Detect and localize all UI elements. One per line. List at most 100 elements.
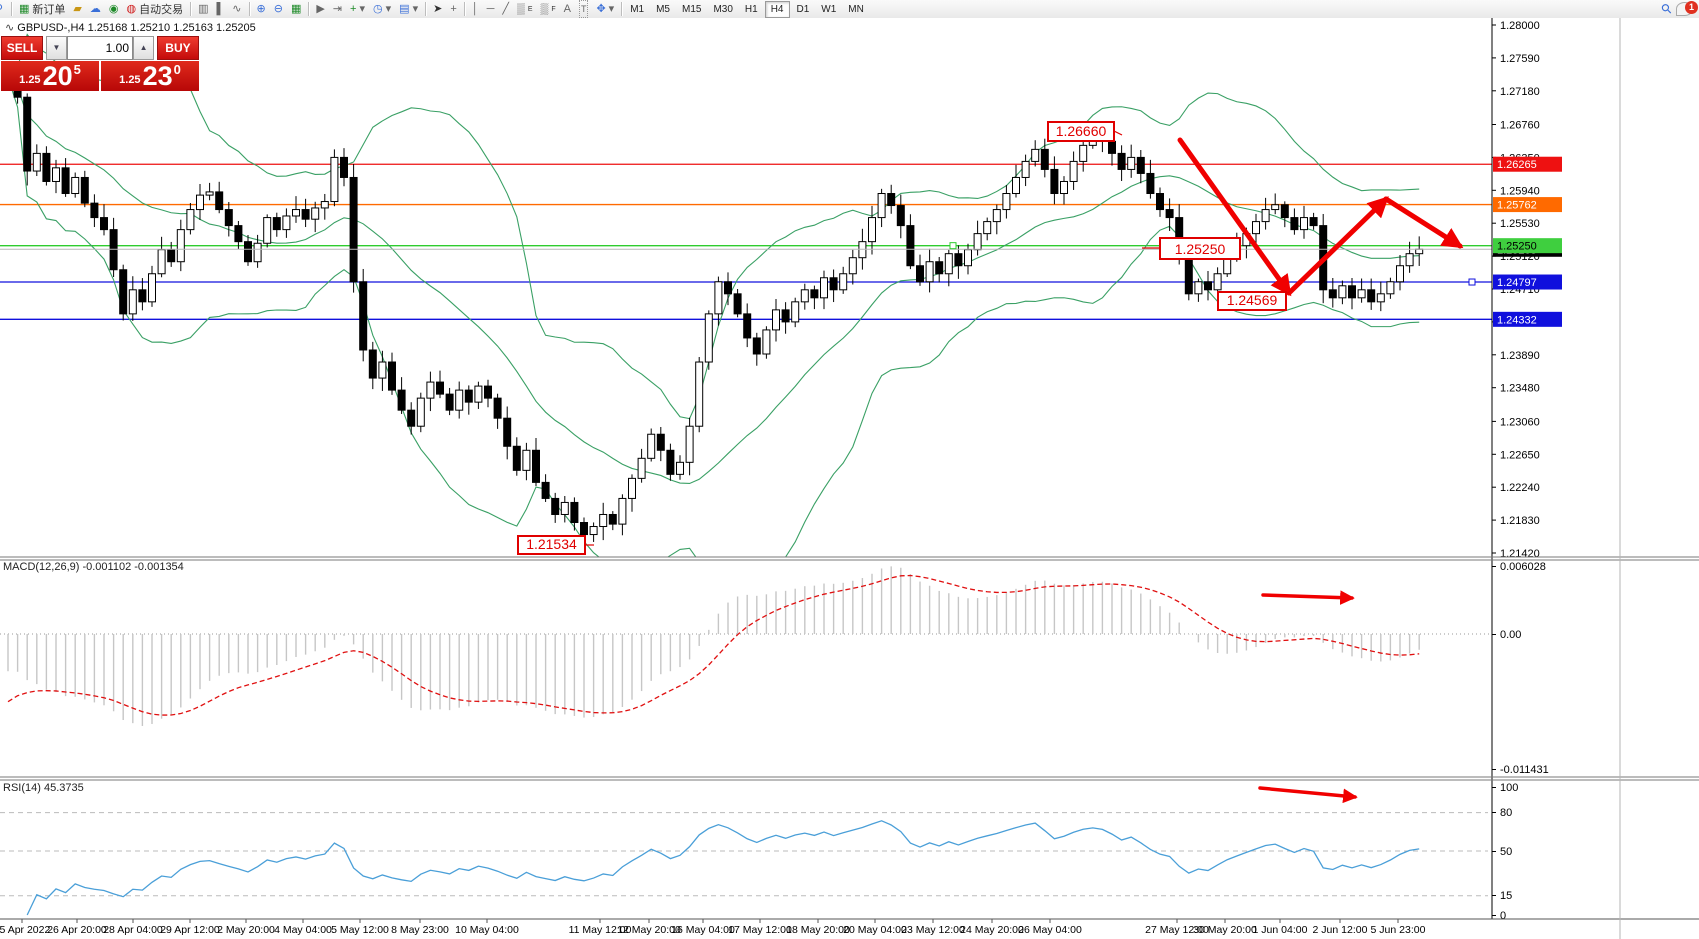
rsi-axis-label: 50 [1500,846,1512,858]
crosshair-icon: + [450,3,457,15]
line-chart-button[interactable]: ∿ [228,1,245,17]
rsi-line [26,820,1420,916]
svg-text:20 May 04:00: 20 May 04:00 [843,924,907,936]
chat-icon[interactable]: 1 [1676,1,1698,16]
toolbar-separator [463,2,465,16]
clipped-left-icon[interactable]: ⚲ [0,1,8,17]
volume-increase-button[interactable]: ▲ [133,36,155,60]
timeframe-m30[interactable]: M30 [713,3,733,15]
chart-canvas[interactable]: 1.280001.275901.271801.267601.263501.259… [0,18,1699,939]
svg-text:1.28000: 1.28000 [1500,20,1540,32]
rsi-pane [0,812,1488,916]
dropdown-arrow-icon: ▾ [359,3,366,15]
candlestick-icon: ▌ [216,3,225,15]
zoom-in-button[interactable]: ⊕ [253,1,270,17]
price-annotation-labels[interactable]: 1.26660 1.25250 1.24569 1.21534 [517,121,1294,555]
new-order-icon: ▦ [19,3,30,15]
line-chart-icon: ∿ [232,3,242,15]
line-selection-handle[interactable] [949,242,957,250]
toolbar-separator [11,2,12,16]
level-price-tag: 1.26265 [1493,156,1562,172]
zoom-out-button[interactable]: ⊖ [270,1,287,17]
symbol-ohlc-text: GBPUSD-,H4 1.25168 1.25210 1.25163 1.252… [17,22,256,34]
vertical-line-tool[interactable]: │ [468,1,483,17]
text-tool[interactable]: A [560,1,575,17]
arrows-tool[interactable]: ✥ ▾ [592,1,618,17]
cursor-tool-button[interactable]: ➤ [429,1,446,17]
zoom-out-icon: ⊖ [273,3,283,15]
search-icon[interactable]: ⚲ [1658,0,1676,18]
chart-shift-button[interactable]: ⇥ [329,1,346,17]
market-watch-button[interactable]: ▰ [69,1,85,17]
auto-trading-button[interactable]: ◍ 自动交易 [122,1,187,17]
text-label-tool[interactable]: T [575,0,593,18]
macd-signal-line [7,574,1420,716]
auto-scroll-button[interactable]: ▶ [312,1,328,17]
macd-axis-label: 0.00 [1500,629,1521,641]
price-axis[interactable]: 1.280001.275901.271801.267601.263501.259… [1491,18,1562,922]
sell-button[interactable]: SELL [1,36,44,60]
svg-text:1.26760: 1.26760 [1500,120,1540,132]
bar-chart-button[interactable]: ▥ [194,1,212,17]
periods-button[interactable]: ◷ ▾ [369,1,395,17]
buy-price-display[interactable]: 1.25 23 0 [101,61,199,91]
volume-decrease-button[interactable]: ▼ [45,36,67,60]
dropdown-arrow-icon: ▾ [412,3,419,15]
svg-text:26 May 04:00: 26 May 04:00 [1018,924,1082,936]
buy-button[interactable]: BUY [156,36,199,60]
svg-text:1.23480: 1.23480 [1500,383,1540,395]
tile-windows-button[interactable]: ▦ [287,1,305,17]
timeframe-m1[interactable]: M1 [630,3,645,15]
arrows-icon: ✥ [596,3,606,15]
horizontal-line-tool[interactable]: ─ [483,1,499,17]
channel-icon: ▒ [540,3,549,15]
new-order-label: 新订单 [32,4,66,16]
fibonacci-tool[interactable]: ▒ E [513,1,536,17]
macd-axis-label: -0.011431 [1500,764,1549,776]
macd-histogram [0,566,1492,726]
svg-text:16 May 04:00: 16 May 04:00 [671,924,735,936]
chart-shift-icon: ⇥ [332,3,343,15]
timeframe-w1[interactable]: W1 [821,3,837,15]
svg-text:1.24332: 1.24332 [1497,314,1537,326]
timeframe-d1[interactable]: D1 [796,3,810,15]
svg-text:11 May 12:00: 11 May 12:00 [569,924,632,936]
new-order-button[interactable]: ▦ 新订单 [15,1,69,17]
timeframe-h1[interactable]: H1 [744,3,758,15]
toolbar-separator [308,2,310,16]
timeframe-mn[interactable]: MN [848,3,864,15]
svg-text:2 May 20:00: 2 May 20:00 [217,924,275,936]
sell-price-display[interactable]: 1.25 20 5 [1,61,99,91]
annotation-arrows[interactable] [1177,137,1464,804]
vertical-line-icon: │ [471,3,479,15]
svg-text:2 Jun 12:00: 2 Jun 12:00 [1313,924,1368,936]
signals-button[interactable]: ◉ [105,1,123,17]
profile-button[interactable]: ☁ [86,1,105,17]
svg-text:23 May 12:00: 23 May 12:00 [901,924,965,936]
add-indicator-icon: + [350,3,357,15]
svg-text:27 May 12:00: 27 May 12:00 [1145,924,1209,936]
candle-chart-button[interactable]: ▌ [213,1,229,17]
timeframe-m5[interactable]: M5 [656,3,670,15]
timeframe-m15[interactable]: M15 [682,3,702,15]
crosshair-tool-button[interactable]: + [446,1,460,17]
templates-button[interactable]: ▤ ▾ [395,1,422,17]
channel-tool[interactable]: ▒ F [537,1,560,17]
svg-text:1.26265: 1.26265 [1497,159,1537,171]
indicators-button[interactable]: + ▾ [346,1,369,17]
svg-text:5 May 12:00: 5 May 12:00 [331,924,389,936]
line-selection-handle[interactable] [1468,278,1476,286]
sell-price-small: 1.25 [19,74,41,86]
svg-text:26 Apr 20:00: 26 Apr 20:00 [47,924,107,936]
svg-text:1.21420: 1.21420 [1500,548,1540,560]
buy-price-big: 23 [142,61,173,91]
timeframe-h4[interactable]: H4 [764,0,790,18]
buy-price-small: 1.25 [119,74,141,86]
svg-text:1.27180: 1.27180 [1500,86,1540,98]
volume-input[interactable] [67,36,133,60]
horizontal-line-icon: ─ [486,3,495,15]
dropdown-arrow-icon: ▾ [385,3,392,15]
trendline-tool[interactable]: ╱ [498,1,513,17]
